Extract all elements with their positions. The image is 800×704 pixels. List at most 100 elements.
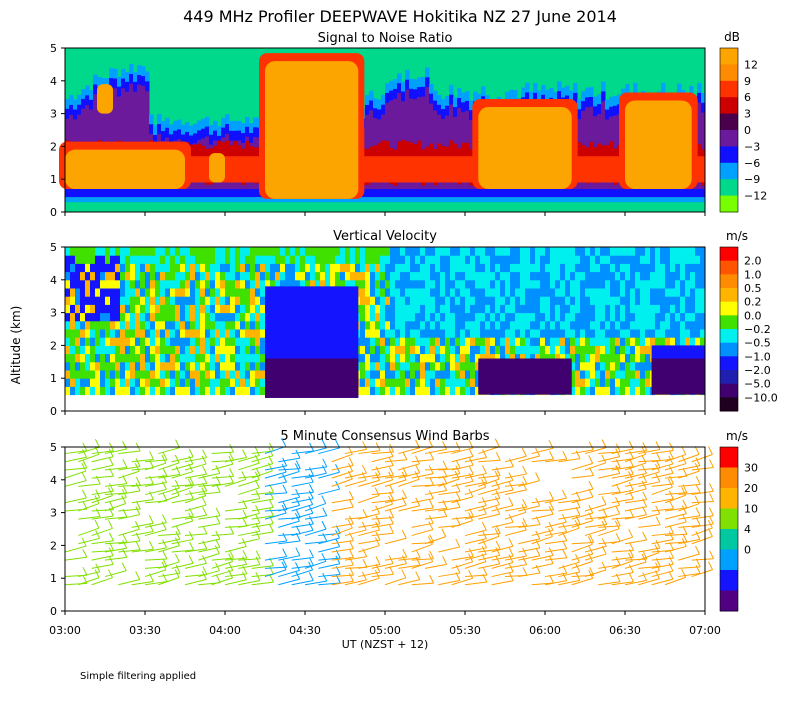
- wind-barb: [531, 563, 554, 569]
- wind-barb: [518, 524, 541, 528]
- vv-cell: [700, 247, 706, 256]
- vv-cell: [195, 361, 201, 371]
- vv-cell: [70, 271, 76, 281]
- vv-cell: [600, 296, 606, 305]
- vv-cell: [530, 345, 536, 355]
- wind-barb-flag: [508, 514, 514, 523]
- vv-cell: [385, 353, 391, 363]
- wind-barb: [358, 545, 380, 553]
- vv-cell: [230, 345, 236, 355]
- vv-cell: [625, 255, 631, 264]
- wind-barb: [104, 547, 127, 553]
- vv-cell: [535, 353, 541, 363]
- wind-barb-flag: [122, 440, 127, 450]
- wind-barb: [358, 513, 380, 520]
- vv-cell: [185, 288, 191, 297]
- wind-barb-flag: [308, 515, 314, 525]
- vv-cell: [590, 312, 596, 322]
- vv-cell: [220, 345, 226, 355]
- vv-cell: [205, 296, 211, 305]
- vv-cell: [465, 263, 471, 273]
- vv-cell: [250, 279, 256, 289]
- vv-cell: [215, 263, 221, 273]
- vv-cell: [610, 361, 616, 371]
- vv-cell: [375, 247, 381, 256]
- vv-cell: [145, 353, 151, 363]
- wind-barb: [64, 450, 87, 455]
- vv-cell: [145, 263, 151, 273]
- vv-cell: [170, 296, 176, 305]
- wind-barb: [211, 463, 234, 471]
- vv-cell: [175, 386, 181, 396]
- wind-barb: [171, 562, 194, 569]
- vv-cell: [120, 370, 126, 379]
- vv-cell: [260, 378, 266, 387]
- wind-barb: [184, 533, 207, 537]
- vv-cell: [130, 247, 136, 256]
- vv-cell: [375, 320, 381, 330]
- wind-barb-flag: [494, 528, 500, 537]
- wind-barb-flag: [522, 567, 528, 576]
- vv-cell: [625, 320, 631, 330]
- vv-cell: [505, 304, 511, 314]
- vv-cell: [650, 279, 656, 289]
- vv-cell: [280, 255, 286, 264]
- wind-barb-flag: [455, 460, 461, 469]
- wind-barb-flag: [442, 440, 448, 450]
- wind-barb: [478, 563, 500, 569]
- wind-barb-flag: [162, 558, 168, 567]
- wind-barb-flag: [281, 561, 287, 571]
- wind-barb: [451, 516, 474, 520]
- wind-barb: [678, 492, 701, 496]
- vv-cell: [610, 370, 616, 379]
- vv-cell: [135, 304, 141, 314]
- vv-cell: [595, 329, 601, 338]
- vv-cell: [620, 329, 626, 338]
- vv-cell: [175, 378, 181, 387]
- vv-cell: [365, 304, 371, 314]
- colorbar-swatch: [720, 356, 738, 371]
- wind-barb: [398, 463, 420, 471]
- vv-cell: [70, 345, 76, 355]
- vv-cell: [675, 296, 681, 305]
- wind-barb-flag: [82, 489, 87, 499]
- vv-cell: [110, 378, 116, 387]
- wind-barb: [238, 564, 261, 569]
- vv-cell: [560, 320, 566, 330]
- vv-cell: [100, 378, 106, 387]
- vv-cell: [190, 361, 196, 371]
- vv-cell: [410, 361, 416, 371]
- wind-barb: [198, 483, 221, 487]
- wind-barb-flag: [642, 491, 648, 500]
- vv-cell: [345, 279, 351, 289]
- vv-cell: [365, 370, 371, 379]
- vv-cell: [395, 263, 401, 273]
- vv-cell: [380, 329, 386, 338]
- vv-cell: [565, 288, 571, 297]
- wind-barb: [291, 450, 314, 455]
- vv-cell: [65, 304, 71, 314]
- vv-cell: [655, 263, 661, 273]
- vv-cell: [195, 378, 201, 387]
- vv-cell: [240, 255, 246, 264]
- vv-cell: [555, 345, 561, 355]
- vv-cell: [105, 271, 111, 281]
- vv-cell: [655, 288, 661, 297]
- vv-cell: [145, 337, 151, 346]
- vv-cell: [450, 361, 456, 371]
- vv-cell: [180, 271, 186, 281]
- wind-barb: [251, 463, 273, 471]
- vv-cell: [280, 271, 286, 281]
- wind-barb: [571, 488, 594, 496]
- wind-barb-flag: [349, 549, 354, 558]
- snr-cell: [433, 156, 438, 183]
- wind-barb: [438, 449, 461, 455]
- vv-cell: [385, 312, 391, 322]
- vv-cell: [310, 255, 316, 264]
- colorbar-swatch: [720, 342, 738, 357]
- wind-barb: [91, 555, 114, 561]
- wind-barb: [278, 578, 300, 586]
- colorbar-label: −1.0: [744, 350, 771, 363]
- vv-cell: [80, 271, 86, 281]
- wind-barb: [184, 483, 207, 487]
